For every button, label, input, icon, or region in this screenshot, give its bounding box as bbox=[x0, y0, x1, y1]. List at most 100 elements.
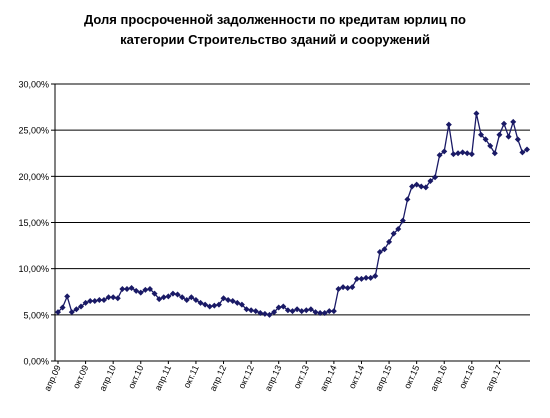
y-tick-label: 15,00% bbox=[18, 218, 49, 228]
x-tick-label: апр.15 bbox=[373, 364, 394, 393]
data-point bbox=[450, 151, 457, 158]
data-point bbox=[409, 183, 416, 190]
data-point bbox=[505, 133, 512, 140]
data-point bbox=[404, 196, 411, 203]
data-point bbox=[146, 285, 153, 292]
data-point bbox=[119, 285, 126, 292]
data-point bbox=[280, 303, 287, 310]
data-point bbox=[87, 297, 94, 304]
y-tick-label: 5,00% bbox=[23, 310, 49, 320]
data-point bbox=[445, 121, 452, 128]
data-point bbox=[399, 217, 406, 224]
data-point bbox=[160, 294, 167, 301]
chart-title-line-1: Доля просроченной задолженности по креди… bbox=[84, 12, 466, 27]
data-point bbox=[349, 284, 356, 291]
x-tick-label: апр.17 bbox=[484, 364, 505, 393]
data-point bbox=[376, 249, 383, 256]
data-point bbox=[133, 287, 140, 294]
data-point bbox=[123, 285, 130, 292]
data-point bbox=[514, 136, 521, 143]
data-point bbox=[436, 152, 443, 159]
data-point bbox=[275, 304, 282, 311]
data-point bbox=[68, 309, 75, 316]
gridlines bbox=[55, 83, 530, 316]
data-point bbox=[271, 309, 278, 316]
data-point bbox=[137, 289, 144, 296]
data-point bbox=[266, 311, 273, 318]
data-point bbox=[142, 286, 149, 293]
data-point bbox=[114, 295, 121, 302]
y-tick-label: 10,00% bbox=[18, 264, 49, 274]
data-point bbox=[96, 297, 103, 304]
data-point bbox=[169, 290, 176, 297]
data-point bbox=[110, 294, 117, 301]
data-point bbox=[317, 309, 324, 316]
data-point bbox=[468, 151, 475, 158]
data-point bbox=[179, 294, 186, 301]
data-point bbox=[192, 297, 199, 304]
data-point bbox=[482, 136, 489, 143]
data-point bbox=[100, 297, 107, 304]
data-point bbox=[510, 118, 517, 125]
data-point bbox=[353, 275, 360, 282]
data-point bbox=[524, 146, 530, 153]
data-point bbox=[321, 309, 328, 316]
data-point bbox=[473, 110, 480, 117]
data-point bbox=[298, 308, 305, 315]
data-point bbox=[284, 307, 291, 314]
data-point bbox=[238, 301, 245, 308]
x-tick-label: апр.11 bbox=[153, 364, 173, 392]
y-tick-label: 30,00% bbox=[18, 80, 49, 90]
data-point bbox=[372, 273, 379, 280]
data-point bbox=[459, 149, 466, 156]
x-tick-label: апр.16 bbox=[428, 364, 449, 393]
x-tick-label: окт.16 bbox=[457, 364, 476, 391]
data-point bbox=[413, 181, 420, 188]
data-point bbox=[381, 246, 388, 253]
data-point bbox=[151, 290, 158, 297]
data-point bbox=[335, 285, 342, 292]
x-tick-label: апр.14 bbox=[318, 364, 339, 393]
axes bbox=[51, 83, 530, 364]
data-point bbox=[358, 275, 365, 282]
data-point bbox=[519, 149, 526, 156]
data-point bbox=[386, 238, 393, 245]
data-point bbox=[197, 299, 204, 306]
data-point bbox=[215, 301, 222, 308]
data-point bbox=[312, 309, 319, 316]
data-point bbox=[390, 230, 397, 237]
data-point bbox=[188, 294, 195, 301]
data-point bbox=[307, 306, 314, 313]
data-point bbox=[363, 274, 370, 281]
data-point bbox=[422, 184, 429, 191]
data-point bbox=[478, 131, 485, 138]
data-point bbox=[491, 150, 498, 157]
data-point bbox=[418, 183, 425, 190]
data-point bbox=[487, 142, 494, 149]
data-point bbox=[395, 225, 402, 232]
data-point bbox=[441, 148, 448, 155]
chart-title-line-2: категории Строительство зданий и сооруже… bbox=[120, 32, 430, 47]
data-point bbox=[156, 296, 163, 303]
data-point bbox=[496, 131, 503, 138]
data-point bbox=[59, 304, 66, 311]
data-point bbox=[340, 284, 347, 291]
y-tick-label: 25,00% bbox=[18, 126, 49, 136]
data-point bbox=[432, 174, 439, 181]
data-point bbox=[330, 308, 337, 315]
data-point bbox=[82, 299, 89, 306]
series-line bbox=[57, 113, 528, 316]
data-point bbox=[55, 309, 61, 316]
data-point bbox=[128, 285, 135, 292]
x-tick-label: окт.15 bbox=[402, 364, 421, 391]
y-tick-label: 0,00% bbox=[23, 357, 49, 367]
data-point bbox=[73, 306, 80, 313]
data-point bbox=[183, 297, 190, 304]
data-point bbox=[501, 120, 508, 127]
data-point bbox=[248, 307, 255, 314]
data-point bbox=[77, 303, 84, 310]
x-tick-label: апр.12 bbox=[208, 364, 229, 393]
data-point bbox=[220, 295, 227, 302]
data-point bbox=[464, 150, 471, 157]
data-point bbox=[303, 307, 310, 314]
